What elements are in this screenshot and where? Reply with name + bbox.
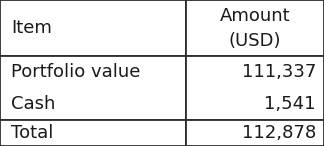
Text: Cash: Cash [11, 95, 56, 113]
Text: Portfolio value: Portfolio value [11, 63, 141, 81]
Bar [186, 0, 324, 56]
Bar [186, 56, 324, 120]
Text: 112,878: 112,878 [242, 124, 316, 142]
Text: Item: Item [11, 19, 52, 37]
Text: 1,541: 1,541 [264, 95, 316, 113]
Bar [186, 120, 324, 146]
Bar [0, 56, 186, 120]
Text: Total: Total [11, 124, 54, 142]
Text: Amount
(USD): Amount (USD) [220, 7, 290, 50]
Bar [0, 0, 186, 56]
Text: 111,337: 111,337 [241, 63, 316, 81]
Bar [0, 120, 186, 146]
